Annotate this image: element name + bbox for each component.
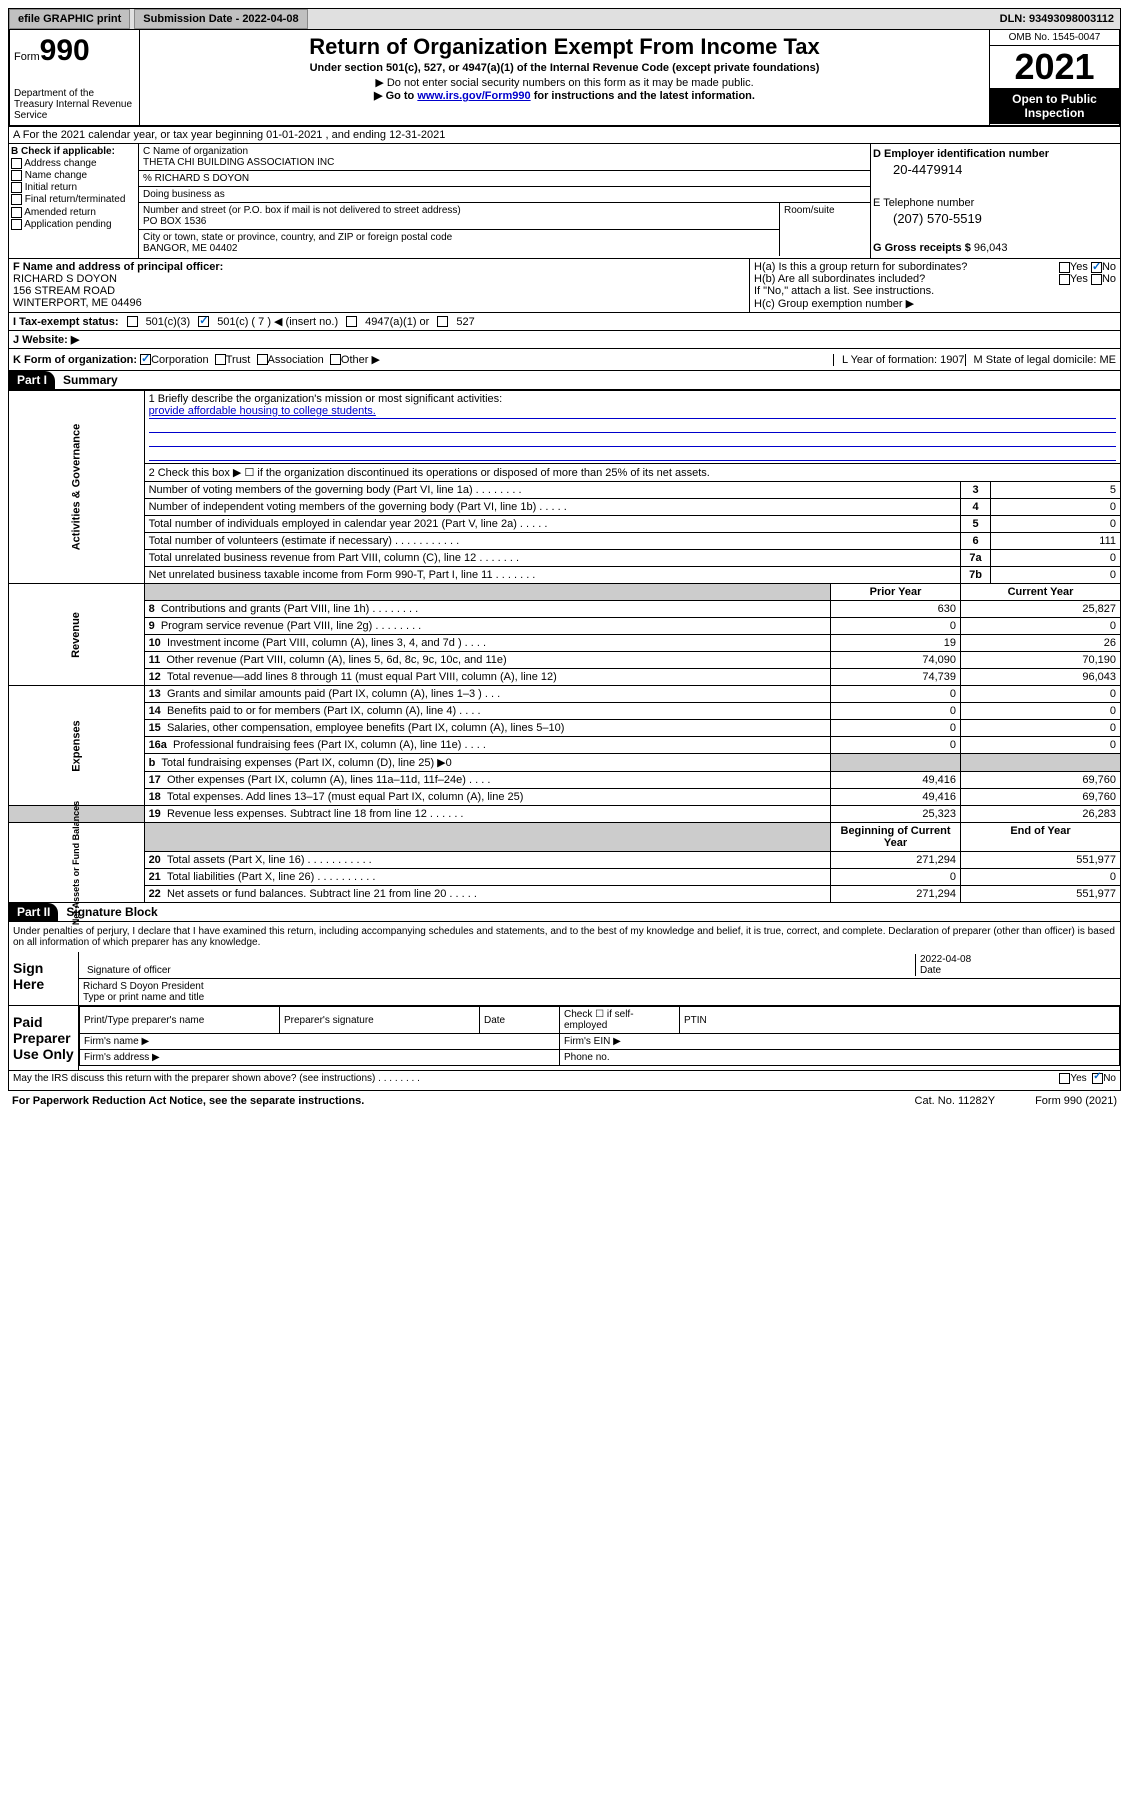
- discuss-no-checkbox[interactable]: [1092, 1073, 1103, 1084]
- phone-label: E Telephone number: [873, 197, 1118, 209]
- checkbox-amended-return[interactable]: Amended return: [11, 207, 136, 218]
- dept-label: Department of the Treasury Internal Reve…: [14, 88, 135, 121]
- penalty-statement: Under penalties of perjury, I declare th…: [9, 922, 1120, 952]
- ein-label: D Employer identification number: [873, 148, 1118, 160]
- ha-no-checkbox[interactable]: [1091, 262, 1102, 273]
- 501c-checkbox[interactable]: [198, 316, 209, 327]
- city-label: City or town, state or province, country…: [143, 232, 775, 243]
- row-i: I Tax-exempt status: 501(c)(3) 501(c) ( …: [8, 313, 1121, 331]
- section-a-block: B Check if applicable: Address change Na…: [8, 144, 1121, 259]
- dba-label: Doing business as: [139, 187, 870, 203]
- officer-addr1: 156 STREAM ROAD: [13, 285, 745, 297]
- dln-label: DLN: 93493098003112: [994, 10, 1120, 28]
- check-applicable-label: B Check if applicable:: [11, 146, 136, 157]
- side-expenses: Expenses: [70, 720, 82, 771]
- side-governance: Activities & Governance: [70, 424, 82, 551]
- part-ii-header: Part II Signature Block: [8, 903, 1121, 922]
- hb-yes-checkbox[interactable]: [1059, 274, 1070, 285]
- form-number: 990: [40, 34, 90, 67]
- 501c3-checkbox[interactable]: [127, 316, 138, 327]
- hb-label: H(b) Are all subordinates included?: [754, 273, 925, 285]
- form-footer-label: Form 990 (2021): [1035, 1095, 1117, 1107]
- other-checkbox[interactable]: [330, 354, 341, 365]
- mission-text: provide affordable housing to college st…: [149, 405, 1116, 419]
- hb-no-checkbox[interactable]: [1091, 274, 1102, 285]
- phone-value: (207) 570-5519: [873, 211, 1118, 226]
- omb-number: OMB No. 1545-0047: [990, 30, 1119, 46]
- year-formation: L Year of formation: 1907: [833, 354, 965, 366]
- officer-addr2: WINTERPORT, ME 04496: [13, 297, 745, 309]
- checkbox-name-change[interactable]: Name change: [11, 170, 136, 181]
- form-word: Form: [14, 51, 40, 63]
- 527-checkbox[interactable]: [437, 316, 448, 327]
- line-a-tax-year: A For the 2021 calendar year, or tax yea…: [8, 127, 1121, 144]
- form-header: Form990 Department of the Treasury Inter…: [8, 30, 1121, 127]
- submission-date-label: Submission Date - 2022-04-08: [134, 9, 307, 29]
- org-name: THETA CHI BUILDING ASSOCIATION INC: [143, 157, 866, 168]
- part-i-header: Part I Summary: [8, 371, 1121, 390]
- section-fh-block: F Name and address of principal officer:…: [8, 259, 1121, 313]
- form-title: Return of Organization Exempt From Incom…: [144, 34, 985, 60]
- public-inspection-badge: Open to Public Inspection: [990, 88, 1119, 124]
- discuss-yes-checkbox[interactable]: [1059, 1073, 1070, 1084]
- officer-label: F Name and address of principal officer:: [13, 261, 745, 273]
- hc-label: H(c) Group exemption number ▶: [754, 297, 1116, 310]
- care-of: % RICHARD S DOYON: [139, 171, 870, 187]
- addr-label: Number and street (or P.O. box if mail i…: [143, 205, 775, 216]
- side-net-assets: Net Assets or Fund Balances: [71, 800, 81, 924]
- ha-label: H(a) Is this a group return for subordin…: [754, 261, 967, 273]
- top-toolbar: efile GRAPHIC print Submission Date - 20…: [8, 8, 1121, 30]
- irs-link[interactable]: www.irs.gov/Form990: [417, 90, 530, 102]
- checkbox-address-change[interactable]: Address change: [11, 158, 136, 169]
- addr-value: PO BOX 1536: [143, 216, 775, 227]
- hb-note: If "No," attach a list. See instructions…: [754, 285, 1116, 297]
- checkbox-initial-return[interactable]: Initial return: [11, 182, 136, 193]
- page-footer: For Paperwork Reduction Act Notice, see …: [8, 1091, 1121, 1111]
- q1-label: 1 Briefly describe the organization's mi…: [149, 393, 1116, 405]
- room-suite-label: Room/suite: [780, 203, 870, 256]
- 4947-checkbox[interactable]: [346, 316, 357, 327]
- trust-checkbox[interactable]: [215, 354, 226, 365]
- discuss-preparer: May the IRS discuss this return with the…: [13, 1073, 420, 1088]
- q2-label: 2 Check this box ▶ ☐ if the organization…: [144, 464, 1120, 482]
- summary-table: Activities & Governance 1 Briefly descri…: [8, 390, 1121, 903]
- state-domicile: M State of legal domicile: ME: [965, 354, 1116, 366]
- org-name-label: C Name of organization: [143, 146, 866, 157]
- corp-checkbox[interactable]: [140, 354, 151, 365]
- efile-print-button[interactable]: efile GRAPHIC print: [9, 9, 130, 29]
- city-value: BANGOR, ME 04402: [143, 243, 775, 254]
- ein-value: 20-4479914: [873, 162, 1118, 177]
- row-j: J Website: ▶: [8, 331, 1121, 349]
- signature-block: Under penalties of perjury, I declare th…: [8, 922, 1121, 1091]
- sign-here-label: Sign Here: [9, 952, 79, 1005]
- side-revenue: Revenue: [70, 612, 82, 658]
- tax-year: 2021: [990, 46, 1119, 88]
- paperwork-notice: For Paperwork Reduction Act Notice, see …: [12, 1095, 364, 1107]
- officer-name: RICHARD S DOYON: [13, 273, 745, 285]
- ha-yes-checkbox[interactable]: [1059, 262, 1070, 273]
- checkbox-final-return[interactable]: Final return/terminated: [11, 194, 136, 205]
- paid-preparer-label: Paid Preparer Use Only: [9, 1006, 79, 1070]
- form-subtitle: Under section 501(c), 527, or 4947(a)(1)…: [144, 62, 985, 74]
- cat-number: Cat. No. 11282Y: [915, 1095, 996, 1107]
- row-k: K Form of organization: Corporation Trus…: [8, 349, 1121, 371]
- gross-receipts-value: 96,043: [974, 242, 1008, 254]
- checkbox-application-pending[interactable]: Application pending: [11, 219, 136, 230]
- ssn-note: ▶ Do not enter social security numbers o…: [144, 76, 985, 89]
- irs-link-line: ▶ Go to www.irs.gov/Form990 for instruct…: [144, 89, 985, 102]
- assoc-checkbox[interactable]: [257, 354, 268, 365]
- gross-receipts-label: G Gross receipts $: [873, 242, 974, 254]
